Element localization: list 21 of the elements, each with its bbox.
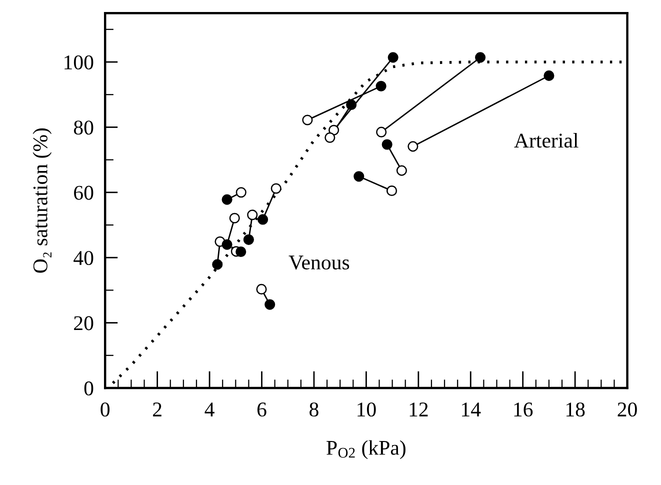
x-tick-label: 0	[100, 402, 110, 417]
annotation: Arterial	[514, 132, 578, 148]
x-tick-label: 12	[410, 402, 428, 416]
y-tick-label: 60	[74, 186, 94, 200]
x-tick-label: 8	[310, 402, 318, 417]
x-tick-label: 18	[566, 402, 585, 417]
x-tick-label: 20	[618, 402, 637, 417]
y-tick-label: 80	[74, 120, 94, 135]
x-tick-label: 10	[358, 402, 376, 417]
x-tick-label: 2	[153, 402, 162, 416]
x-tick-label: 6	[257, 402, 266, 417]
y-tick-label: 100	[64, 55, 94, 70]
y-tick-label: 20	[74, 316, 94, 330]
annotation: Venous	[288, 256, 350, 270]
y-tick-label: 40	[74, 250, 94, 266]
x-tick-label: 16	[514, 402, 533, 417]
x-axis-title: P$_{O2}$ (kPa)	[326, 440, 406, 460]
y-tick-label: 0	[84, 381, 94, 396]
x-tick-label: 14	[462, 402, 481, 416]
x-tick-label: 4	[204, 402, 214, 416]
y-axis-title: O₂ saturation (%)	[32, 128, 52, 273]
